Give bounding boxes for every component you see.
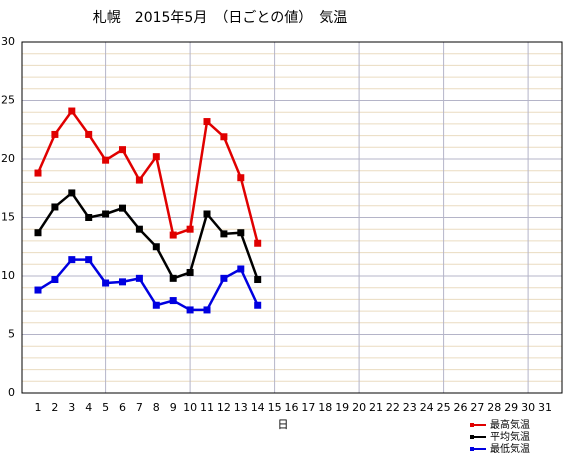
- point: [169, 274, 177, 282]
- point: [51, 203, 59, 211]
- legend-label: 最高気温: [490, 418, 530, 431]
- x-tick-label: 31: [538, 401, 552, 414]
- point: [220, 230, 228, 238]
- y-tick-label: 15: [1, 211, 15, 224]
- y-tick-label: 25: [1, 94, 15, 107]
- point: [186, 306, 194, 314]
- x-tick-label: 1: [35, 401, 42, 414]
- x-tick-label: 9: [170, 401, 177, 414]
- point: [254, 276, 262, 284]
- x-tick-label: 27: [470, 401, 484, 414]
- y-tick-label: 5: [8, 328, 15, 341]
- legend-marker: [470, 423, 474, 427]
- x-tick-label: 13: [234, 401, 248, 414]
- point: [102, 210, 110, 218]
- x-tick-label: 6: [119, 401, 126, 414]
- x-tick-label: 24: [420, 401, 434, 414]
- x-tick-label: 10: [183, 401, 197, 414]
- point: [34, 169, 42, 177]
- plot: [34, 107, 262, 314]
- point: [186, 268, 194, 276]
- x-tick-label: 7: [136, 401, 143, 414]
- y-tick-label: 10: [1, 269, 15, 282]
- point: [237, 229, 245, 237]
- x-tick-label: 19: [335, 401, 349, 414]
- legend-label: 最低気温: [490, 442, 530, 455]
- point: [85, 214, 93, 221]
- point: [203, 118, 211, 126]
- point: [68, 107, 76, 115]
- x-tick-label: 4: [85, 401, 92, 414]
- x-tick-label: 3: [68, 401, 75, 414]
- x-tick-label: 21: [369, 401, 383, 414]
- x-tick-label: 5: [102, 401, 109, 414]
- x-tick-label: 18: [318, 401, 332, 414]
- x-tick-label: 29: [504, 401, 518, 414]
- x-tick-label: 14: [251, 401, 265, 414]
- point: [135, 225, 143, 233]
- point: [152, 301, 160, 309]
- point: [152, 153, 160, 161]
- point: [119, 204, 126, 212]
- x-tick-label: 25: [437, 401, 451, 414]
- point: [254, 301, 262, 309]
- point: [152, 243, 160, 251]
- point: [119, 278, 126, 286]
- point: [203, 210, 211, 218]
- x-tick-label: 26: [454, 401, 468, 414]
- point: [237, 265, 245, 273]
- point: [220, 274, 228, 282]
- legend-label: 平均気温: [490, 430, 530, 443]
- series-line: [36, 108, 259, 244]
- point: [186, 225, 194, 233]
- x-tick-label: 16: [285, 401, 299, 414]
- x-axis-label: 日: [278, 418, 289, 431]
- point: [51, 276, 59, 284]
- y-tick-label: 30: [1, 35, 15, 48]
- x-tick-label: 11: [200, 401, 214, 414]
- point: [85, 130, 93, 138]
- legend-marker: [470, 447, 474, 451]
- point: [85, 256, 93, 264]
- legend-marker: [470, 435, 474, 439]
- point: [68, 256, 76, 264]
- plot-border: [21, 41, 563, 394]
- point: [254, 239, 262, 247]
- x-tick-label: 17: [301, 401, 315, 414]
- point: [135, 274, 143, 282]
- x-tick-label: 8: [153, 401, 160, 414]
- point: [34, 286, 42, 294]
- y-tick-label: 0: [8, 386, 15, 399]
- x-tick-label: 28: [487, 401, 501, 414]
- series-line: [37, 258, 259, 312]
- x-tick-label: 12: [217, 401, 231, 414]
- point: [203, 306, 211, 314]
- point: [169, 231, 177, 239]
- x-tick-label: 22: [386, 401, 400, 414]
- y-tick-label: 20: [1, 152, 15, 165]
- point: [51, 130, 59, 138]
- point: [119, 146, 126, 154]
- x-tick-label: 30: [521, 401, 535, 414]
- point: [237, 174, 245, 182]
- point: [102, 279, 110, 287]
- chart-title: 札幌 2015年5月 （日ごとの値） 気温: [93, 10, 347, 26]
- point: [68, 189, 76, 197]
- grid: [22, 41, 562, 394]
- point: [34, 229, 42, 237]
- point: [169, 297, 177, 305]
- point: [102, 156, 110, 164]
- point: [220, 133, 228, 141]
- point: [135, 176, 143, 184]
- x-tick-label: 15: [268, 401, 282, 414]
- x-tick-label: 20: [352, 401, 366, 414]
- x-tick-label: 23: [403, 401, 417, 414]
- x-tick-label: 2: [51, 401, 58, 414]
